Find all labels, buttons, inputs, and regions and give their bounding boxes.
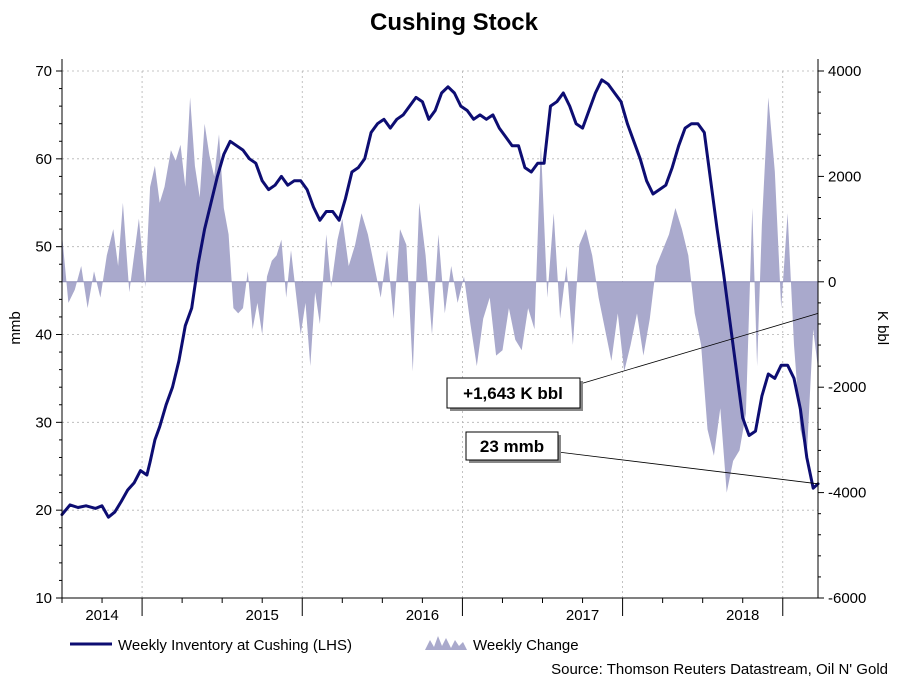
left-tick-label-40: 40 (35, 327, 52, 344)
weekly-change-area-layer (62, 97, 818, 493)
source-note: Source: Thomson Reuters Datastream, Oil … (551, 661, 888, 678)
inventory-line-layer (60, 78, 820, 519)
x-axis-ticks: 2014 2015 2016 2017 2018 (61, 598, 784, 624)
annotation-inventory-text: 23 mmb (480, 437, 544, 456)
right-axis-ticks: -6000 -4000 -2000 0 2000 4000 (818, 63, 866, 607)
left-axis-ticks: 10 20 30 40 50 60 70 (35, 63, 62, 607)
right-tick-label-4000: 4000 (828, 63, 861, 80)
left-tick-label-20: 20 (35, 502, 52, 519)
x-tick-label-2016: 2016 (406, 607, 439, 624)
right-tick-label--4000: -4000 (828, 485, 866, 502)
chart-title: Cushing Stock (370, 9, 539, 36)
left-axis-label: mmb (7, 311, 24, 344)
x-tick-label-2015: 2015 (246, 607, 279, 624)
inventory-line (60, 78, 820, 519)
axes (61, 59, 819, 599)
right-tick-label--2000: -2000 (828, 379, 866, 396)
left-tick-label-10: 10 (35, 590, 52, 607)
annotation-inventory-leader (557, 451, 819, 485)
annotation-change-text: +1,643 K bbl (463, 384, 563, 403)
right-tick-label-2000: 2000 (828, 168, 861, 185)
legend-area-label: Weekly Change (473, 637, 579, 654)
x-tick-label-2017: 2017 (566, 607, 599, 624)
right-axis-label: K bbl (874, 311, 891, 345)
x-tick-label-2014: 2014 (85, 607, 118, 624)
legend: Weekly Inventory at Cushing (LHS) Weekly… (70, 636, 579, 654)
x-tick-label-2018: 2018 (726, 607, 759, 624)
legend-area-swatch (425, 636, 467, 650)
left-tick-label-50: 50 (35, 239, 52, 256)
right-tick-label--6000: -6000 (828, 590, 866, 607)
left-tick-label-30: 30 (35, 414, 52, 431)
left-tick-label-60: 60 (35, 151, 52, 168)
left-tick-label-70: 70 (35, 63, 52, 80)
annotation-inventory-box (465, 431, 559, 461)
annotations: +1,643 K bbl 23 mmb (446, 313, 819, 485)
annotation-change-box (446, 377, 581, 409)
right-tick-label-0: 0 (828, 274, 836, 291)
annotation-change-leader (579, 313, 819, 385)
legend-line-label: Weekly Inventory at Cushing (LHS) (118, 637, 352, 654)
